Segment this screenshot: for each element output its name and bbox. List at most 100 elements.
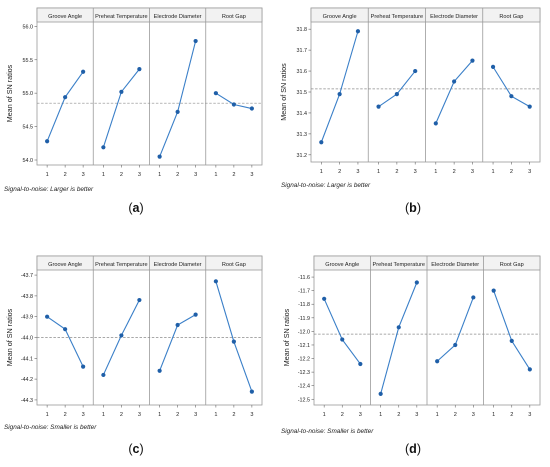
- y-tick-label: -12.0: [298, 329, 310, 335]
- x-tick-label: 3: [356, 169, 359, 175]
- data-point: [337, 91, 342, 97]
- panel-caption: (d): [405, 442, 421, 456]
- y-tick-label: -11.9: [298, 316, 310, 322]
- data-point: [157, 368, 162, 373]
- x-tick-label: 1: [320, 169, 323, 175]
- data-point: [119, 89, 124, 94]
- data-point: [249, 389, 254, 394]
- y-tick-label: -12.1: [298, 343, 310, 349]
- x-tick-label: 1: [492, 412, 495, 418]
- data-point: [231, 102, 236, 107]
- x-tick-label: 3: [414, 169, 417, 175]
- y-tick-label: -11.7: [298, 289, 310, 295]
- y-tick-label: -44.2: [21, 377, 33, 383]
- data-point: [157, 154, 162, 159]
- data-point: [527, 367, 532, 372]
- x-tick-label: 1: [323, 412, 326, 418]
- y-tick-label: 31.7: [297, 48, 308, 54]
- x-tick-label: 1: [377, 169, 380, 175]
- y-tick-label: 31.6: [297, 69, 308, 75]
- x-tick-label: 1: [379, 412, 382, 418]
- x-tick-label: 2: [338, 169, 341, 175]
- y-tick-label: 55.5: [23, 58, 34, 64]
- data-point: [413, 68, 418, 74]
- facet-label: Electrode Diameter: [154, 14, 202, 20]
- data-point: [491, 288, 496, 293]
- data-point: [358, 361, 363, 367]
- x-tick-label: 3: [359, 412, 362, 418]
- data-point: [119, 333, 124, 338]
- data-point: [490, 64, 496, 69]
- facet-label: Groove Angle: [325, 262, 359, 268]
- y-tick-label: -43.8: [21, 294, 33, 300]
- x-tick-label: 2: [232, 412, 235, 418]
- data-point: [509, 338, 514, 343]
- x-tick-label: 2: [64, 412, 67, 418]
- facet-label: Root Gap: [222, 14, 246, 20]
- x-tick-label: 3: [194, 172, 197, 178]
- x-tick-label: 3: [471, 169, 474, 175]
- signal-to-noise-note: Signal-to-noise: Smaller is better: [4, 424, 97, 431]
- y-tick-label: -43.9: [21, 315, 33, 321]
- data-point: [471, 295, 476, 300]
- x-tick-label: 2: [341, 412, 344, 418]
- facet-label: Groove Angle: [48, 14, 82, 20]
- x-tick-label: 1: [158, 172, 161, 178]
- panel-c: Groove Angle Preheat Temperature Electrode…: [4, 255, 263, 456]
- y-tick-label: -44.3: [21, 398, 33, 404]
- data-point: [376, 104, 381, 109]
- x-tick-label: 2: [120, 172, 123, 178]
- x-tick-label: 2: [453, 169, 456, 175]
- y-axis-label: Mean of SN ratios: [5, 308, 14, 366]
- y-tick-label: 31.4: [297, 111, 308, 117]
- facet-label: Preheat Temperature: [95, 14, 147, 20]
- data-point: [63, 327, 68, 332]
- x-tick-label: 2: [232, 172, 235, 178]
- data-point: [433, 121, 438, 126]
- data-point: [137, 67, 142, 72]
- y-tick-label: -44.0: [21, 336, 33, 342]
- x-tick-label: 3: [528, 169, 531, 175]
- data-point: [355, 29, 361, 34]
- data-point: [213, 91, 218, 96]
- y-axis-label: Mean of SN ratios: [5, 64, 14, 122]
- x-tick-label: 1: [434, 169, 437, 175]
- data-point: [378, 391, 383, 396]
- facet-label: Root Gap: [499, 14, 523, 20]
- x-tick-label: 1: [102, 412, 105, 418]
- x-tick-label: 2: [176, 172, 179, 178]
- x-tick-label: 1: [158, 412, 161, 418]
- y-tick-label: -43.7: [21, 273, 33, 279]
- signal-to-noise-note: Signal-to-noise: Larger is better: [4, 186, 94, 193]
- data-point: [249, 106, 254, 111]
- facet-label: Root Gap: [222, 262, 246, 268]
- data-point: [193, 312, 198, 317]
- x-tick-label: 3: [194, 412, 197, 418]
- x-tick-label: 2: [454, 412, 457, 418]
- data-point: [340, 337, 345, 342]
- y-tick-label: 31.8: [297, 27, 308, 33]
- facet-label: Preheat Temperature: [371, 14, 423, 20]
- y-tick-label: 54.5: [23, 125, 34, 131]
- data-point: [414, 280, 419, 285]
- facet-label: Groove Angle: [323, 14, 357, 20]
- data-point: [137, 297, 142, 303]
- data-point: [396, 325, 401, 330]
- data-point: [101, 145, 106, 150]
- x-tick-label: 3: [250, 172, 253, 178]
- data-point: [231, 339, 236, 344]
- x-tick-label: 2: [510, 412, 513, 418]
- data-point: [81, 364, 86, 369]
- x-tick-label: 2: [176, 412, 179, 418]
- y-tick-label: 55.0: [23, 91, 34, 97]
- y-tick-label: 54.0: [23, 158, 34, 164]
- data-point: [175, 322, 180, 328]
- data-point: [319, 140, 324, 145]
- panel-d: Groove Angle Preheat Temperature Electrode…: [281, 255, 541, 456]
- x-tick-label: 3: [138, 412, 141, 418]
- x-tick-label: 3: [528, 412, 531, 418]
- x-tick-label: 1: [214, 172, 217, 178]
- facet-label: Electrode Diameter: [430, 14, 478, 20]
- y-tick-label: -12.4: [298, 384, 310, 390]
